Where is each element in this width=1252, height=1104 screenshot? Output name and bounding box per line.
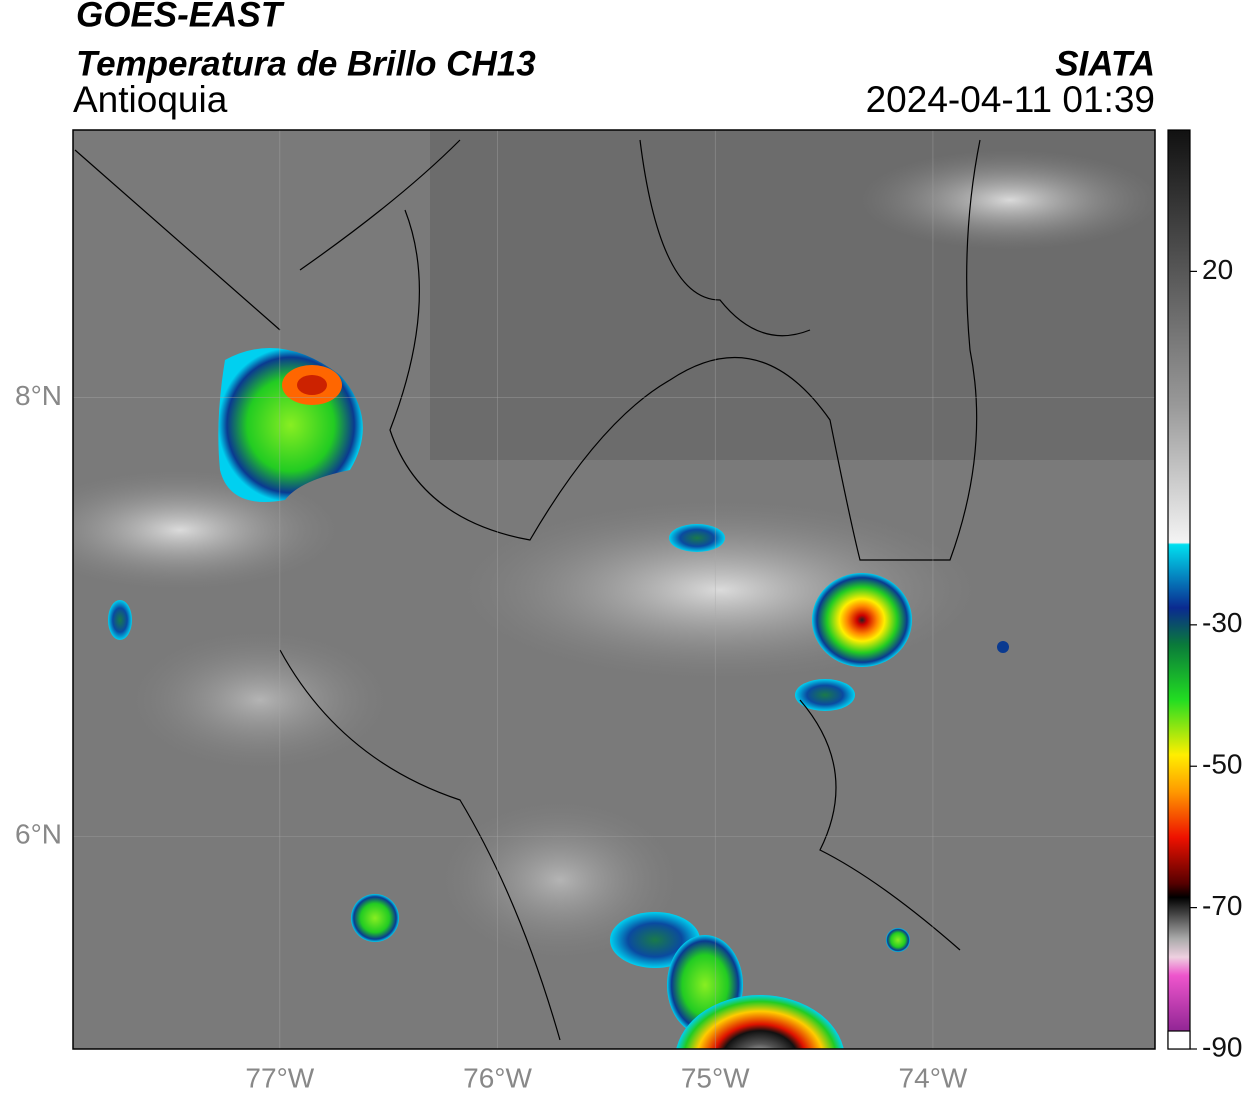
region-label: Antioquia <box>73 79 228 120</box>
lon-tick-label: 74°W <box>899 1062 968 1093</box>
lon-tick-label: 76°W <box>463 1062 532 1093</box>
datetime-label: 2024-04-11 01:39 <box>866 79 1155 120</box>
lat-tick-label: 8°N <box>15 380 62 411</box>
graticule <box>73 130 1155 1049</box>
colorbar <box>1167 129 1191 1050</box>
lat-tick-label: 6°N <box>15 819 62 850</box>
colorbar-tick-label: 20 <box>1202 254 1233 285</box>
colorbar-tick-label: -70 <box>1202 890 1242 921</box>
product-title: Temperatura de Brillo CH13 <box>76 44 536 83</box>
colorbar-tick-label: -90 <box>1202 1031 1242 1062</box>
map-frame <box>72 129 1156 1050</box>
source-label: SIATA <box>1055 44 1155 83</box>
map-image <box>73 130 1155 1049</box>
satellite-title: GOES-EAST <box>76 0 285 34</box>
lon-tick-label: 77°W <box>245 1062 314 1093</box>
colorbar-under <box>1167 1030 1191 1050</box>
lon-tick-label: 75°W <box>681 1062 750 1093</box>
colorbar-tick-label: -30 <box>1202 607 1242 638</box>
colorbar-tick-label: -50 <box>1202 749 1242 780</box>
